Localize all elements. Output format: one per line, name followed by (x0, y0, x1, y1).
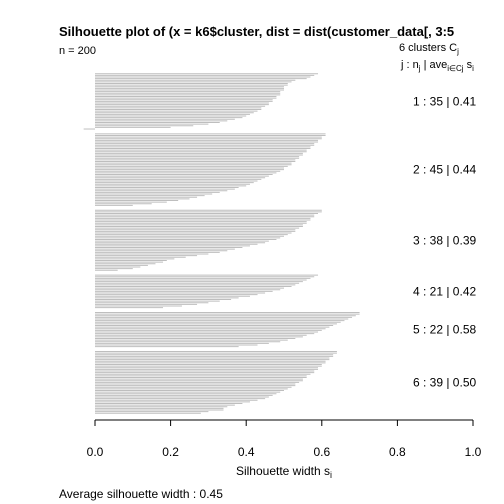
x-tick-label-5: 1.0 (465, 445, 482, 459)
x-tick-label-2: 0.4 (238, 445, 255, 459)
average-silhouette-width: Average silhouette width : 0.45 (59, 487, 223, 501)
x-tick-label-4: 0.8 (389, 445, 406, 459)
x-tick-label-1: 0.2 (162, 445, 179, 459)
cluster-label-6: 6 : 39 | 0.50 (413, 375, 476, 389)
x-tick-label-0: 0.0 (87, 445, 104, 459)
chart-title: Silhouette plot of (x = k6$cluster, dist… (59, 24, 454, 39)
cluster-label-1: 1 : 35 | 0.41 (413, 94, 476, 108)
cluster-labels: 1 : 35 | 0.41 2 : 45 | 0.44 3 : 38 | 0.39 4… (413, 94, 476, 389)
n-label: n = 200 (59, 45, 96, 57)
x-axis-label: Silhouette width si (236, 464, 332, 480)
x-axis-ticks: 0.0 0.2 0.4 0.6 0.8 1.0 (87, 420, 482, 459)
header-columns: j : nj | avei∈Cj si (400, 59, 474, 73)
x-tick-label-3: 0.6 (313, 445, 330, 459)
cluster-label-2: 2 : 45 | 0.44 (413, 163, 476, 177)
cluster-label-5: 5 : 22 | 0.58 (413, 323, 476, 337)
cluster-label-4: 4 : 21 | 0.42 (413, 284, 476, 298)
header-clusters: 6 clusters Cj (399, 42, 459, 56)
silhouette-bars (84, 74, 360, 413)
cluster-label-3: 3 : 38 | 0.39 (413, 233, 476, 247)
